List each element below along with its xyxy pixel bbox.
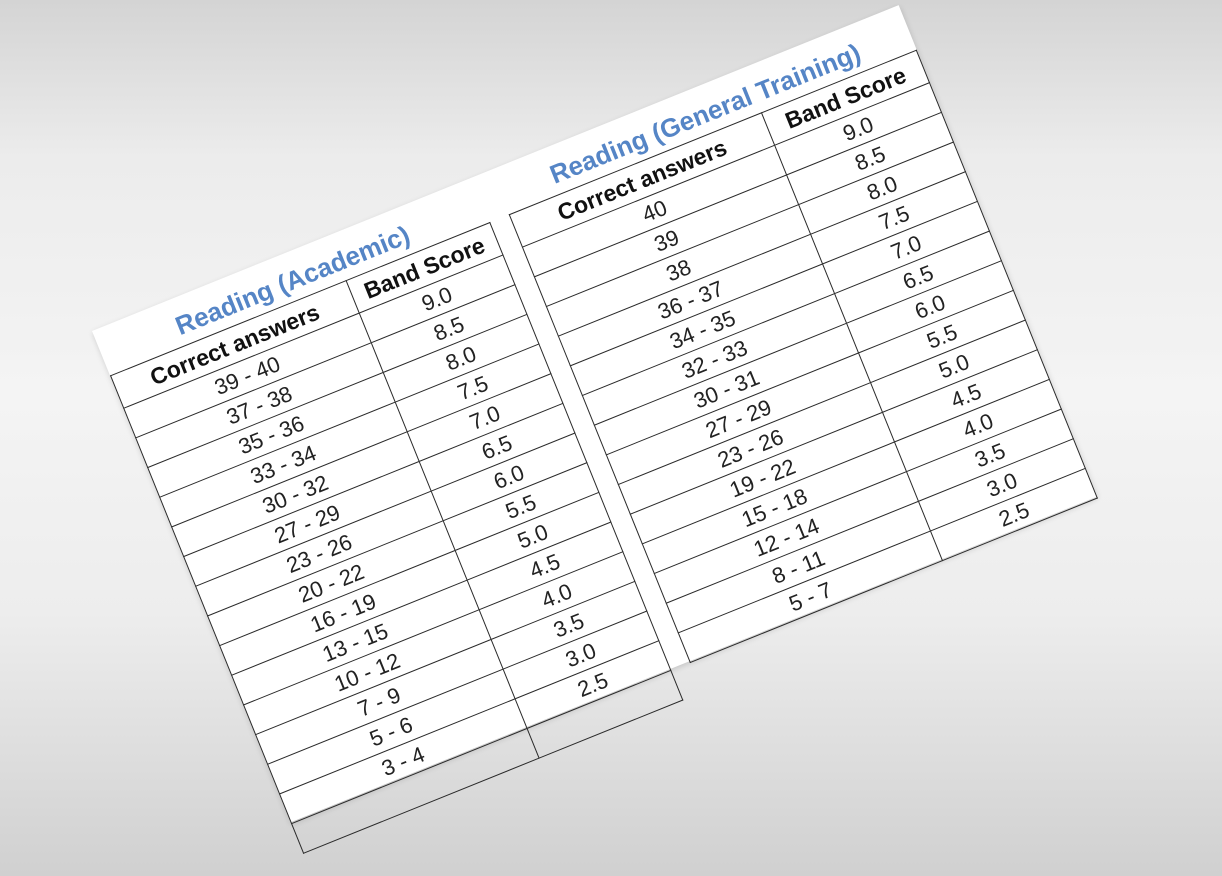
score-table-sheet: Reading (Academic) Correct answers Band … (92, 5, 1098, 854)
